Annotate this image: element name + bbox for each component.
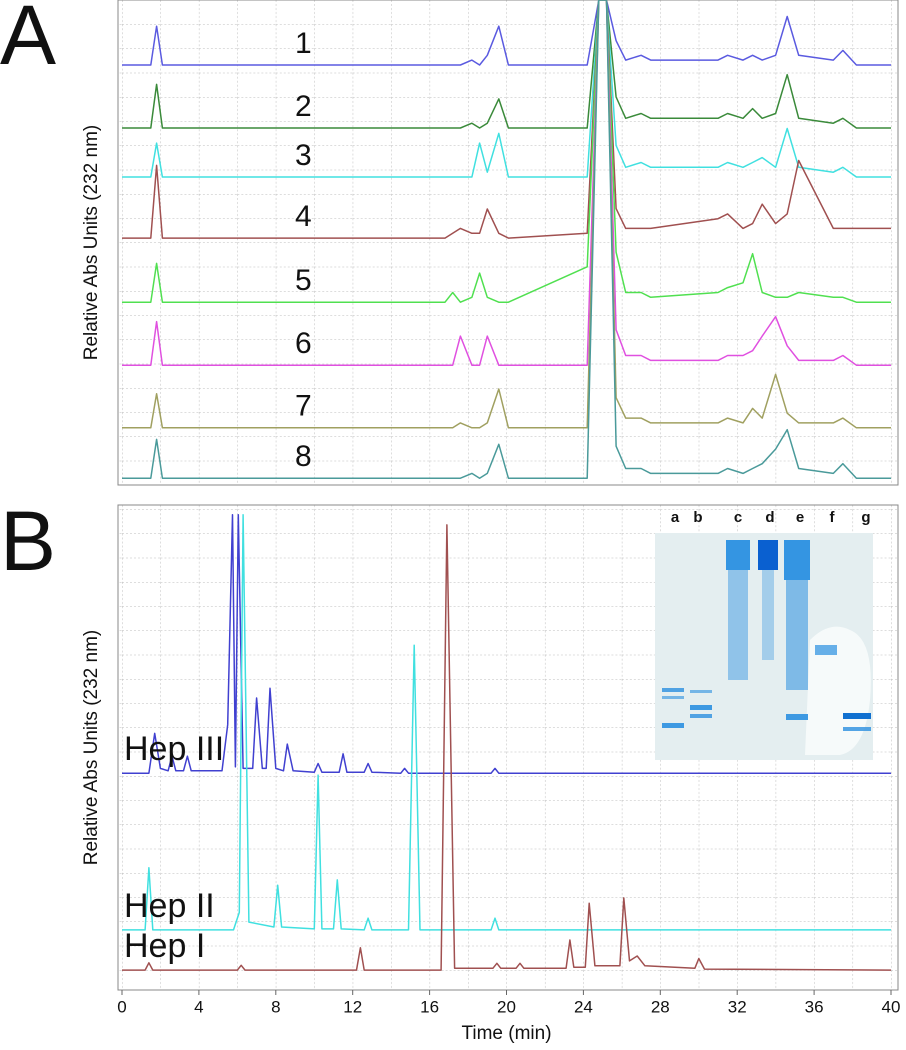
series-label: Hep I — [124, 927, 205, 965]
panel-label: A — [0, 0, 56, 82]
trace — [122, 0, 891, 178]
series-label: 7 — [295, 390, 312, 423]
gel-lane-label: d — [765, 509, 774, 526]
series-label: 1 — [295, 27, 312, 60]
gel-lane-label: g — [861, 509, 870, 526]
trace — [122, 0, 891, 239]
x-tick-label: 24 — [574, 997, 593, 1016]
x-tick-label: 8 — [271, 997, 280, 1016]
series-label: 5 — [295, 264, 312, 297]
gel-lane-label: e — [796, 509, 804, 526]
traces — [122, 0, 891, 479]
x-tick-label: 12 — [343, 997, 362, 1016]
series-label: 2 — [295, 90, 312, 123]
trace — [122, 0, 891, 129]
trace — [122, 0, 891, 66]
series-label: Hep II — [124, 887, 215, 925]
series-label: Hep III — [124, 730, 224, 768]
plot-area — [117, 0, 899, 486]
trace — [122, 524, 892, 971]
trace — [122, 513, 891, 931]
gel-lane-label: a — [671, 509, 680, 526]
trace — [122, 0, 891, 479]
series-label: 6 — [295, 327, 312, 360]
gel-lane-label: f — [830, 509, 836, 526]
trace — [122, 0, 891, 303]
series-label: 4 — [295, 200, 312, 233]
x-tick-label: 0 — [117, 997, 126, 1016]
x-tick-label: 36 — [805, 997, 824, 1016]
y-axis-title: Relative Abs Units (232 nm) — [81, 630, 102, 866]
trace — [122, 0, 891, 429]
x-axis-title: Time (min) — [461, 1023, 551, 1044]
trace — [122, 0, 891, 366]
panel-label: B — [0, 494, 56, 588]
x-tick-label: 16 — [420, 997, 439, 1016]
x-tick-label: 20 — [497, 997, 516, 1016]
series-label: 8 — [295, 440, 312, 473]
y-axis-title: Relative Abs Units (232 nm) — [81, 125, 102, 361]
gel-lane-label: c — [734, 509, 742, 526]
traces — [122, 513, 892, 971]
x-tick-label: 32 — [728, 997, 747, 1016]
x-tick-label: 28 — [651, 997, 670, 1016]
gel-bands — [662, 540, 871, 731]
series-label: 3 — [295, 139, 312, 172]
gel-artifact — [805, 626, 871, 755]
x-tick-label: 4 — [194, 997, 203, 1016]
gel-lane-label: b — [693, 509, 702, 526]
trace — [122, 513, 891, 774]
x-tick-label: 40 — [882, 997, 901, 1016]
